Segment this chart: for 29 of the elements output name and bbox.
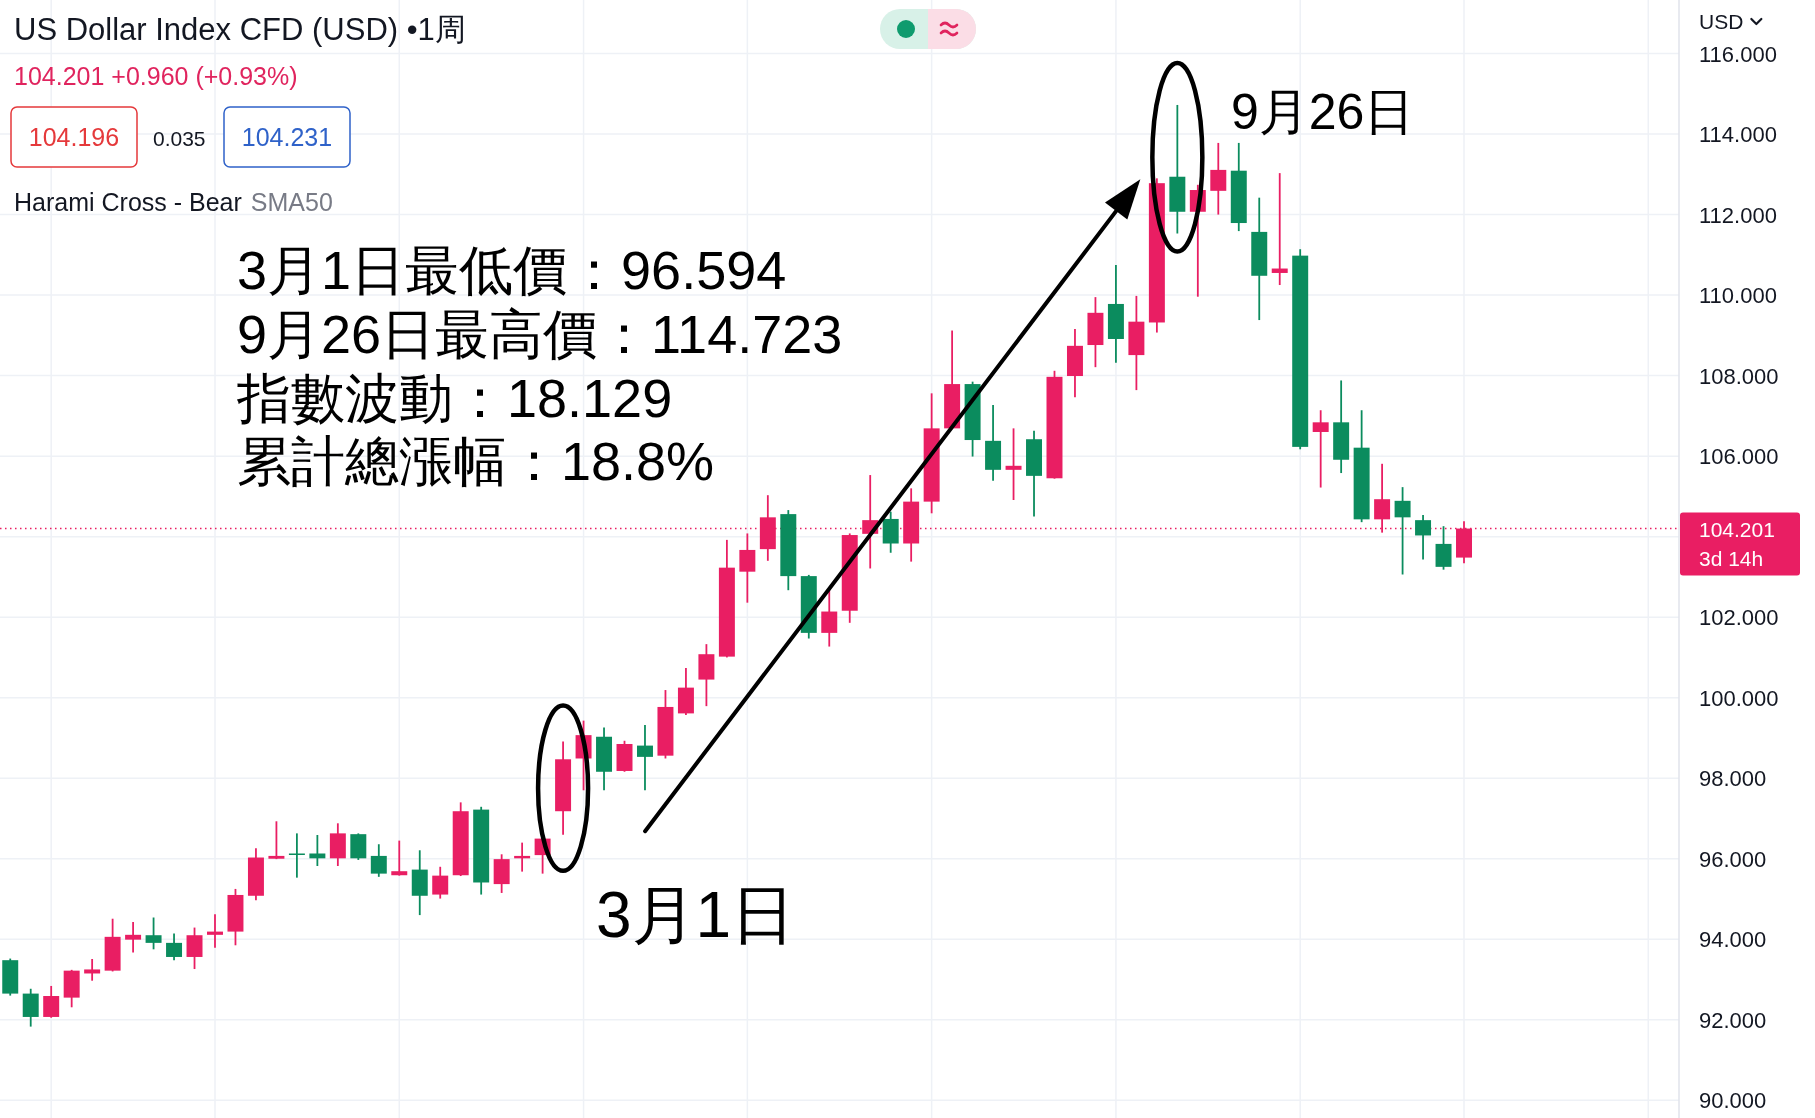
annotation: 104.231 [241, 123, 333, 151]
ytick: 90.000 [1699, 1088, 1767, 1114]
ytick: 106.000 [1699, 444, 1779, 470]
ref-label: 104.201 [1699, 517, 1775, 541]
ytick: 102.000 [1699, 605, 1779, 631]
annotation: 9月26日最高價：114.723 [237, 304, 843, 364]
annotation: 指數波動：18.129 [237, 368, 673, 428]
annotation: SMA50 [250, 188, 333, 216]
ytick: 100.000 [1699, 685, 1779, 711]
ylabel: USD [1699, 10, 1744, 33]
title: US Dollar Index CFD (USD) •1周 [14, 12, 466, 47]
annotation: 104.196 [28, 123, 120, 151]
annotation: 9月26日 [1231, 84, 1415, 140]
annotation: Harami Cross - Bear [14, 188, 242, 216]
ytick: 92.000 [1699, 1007, 1767, 1033]
ytick: 112.000 [1699, 202, 1777, 228]
annotation: 累計總漲幅：18.8% [237, 431, 715, 491]
ref-label: 3d 14h [1699, 546, 1764, 570]
ytick: 108.000 [1699, 363, 1779, 389]
ytick: 94.000 [1699, 927, 1767, 953]
ytick: 114.000 [1699, 122, 1777, 148]
ytick: 98.000 [1699, 766, 1767, 792]
annotation: 3月1日 [596, 879, 796, 951]
annotation: 3月1日最低價：96.594 [237, 240, 787, 300]
subtitle: 104.201 +0.960 (+0.93%) [14, 62, 298, 90]
annotation: 0.035 [153, 127, 206, 150]
ytick: 110.000 [1699, 283, 1777, 309]
ytick: 96.000 [1699, 846, 1767, 872]
ytick: 116.000 [1699, 41, 1777, 67]
